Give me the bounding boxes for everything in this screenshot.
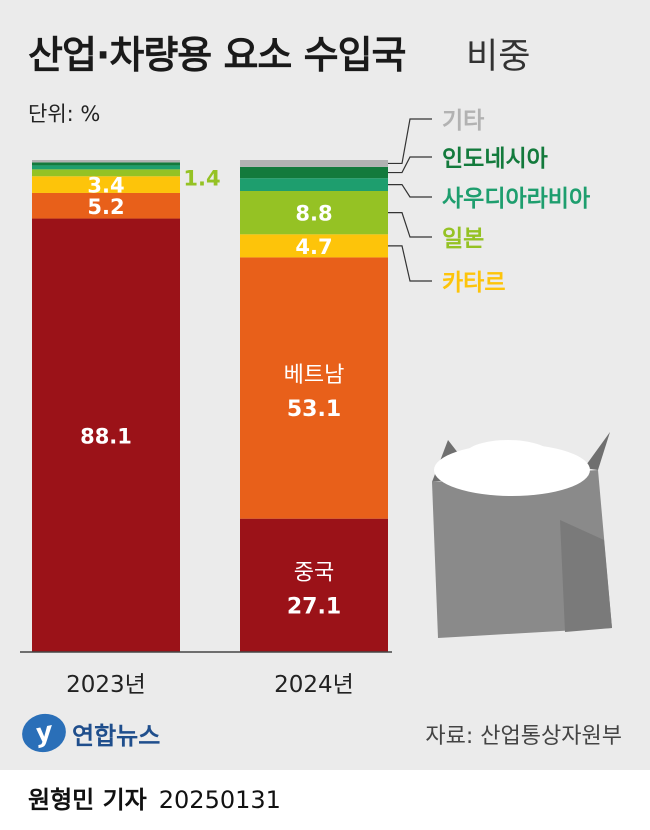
legend-leader-saudi <box>388 184 432 198</box>
bar-segment-japan-0 <box>32 169 180 177</box>
urea-pile-top-icon <box>464 440 552 472</box>
urea-sack-illustration <box>432 432 612 638</box>
bar-value-label-7: 8.8 <box>295 202 332 226</box>
legend-leader-japan <box>388 212 432 238</box>
bar-segment-china-1 <box>240 518 388 652</box>
source-note: 자료: 산업통상자원부 <box>425 724 622 749</box>
bar-segment-qatar-0 <box>32 176 180 193</box>
bar-segment-saudi-1 <box>240 178 388 191</box>
chart-title: 산업·차량용 요소 수입국 <box>28 33 406 77</box>
credit-line: 원형민 기자 20250131 <box>28 780 281 815</box>
bar-segment-japan-1 <box>240 190 388 235</box>
legend-label-indonesia: 인도네시아 <box>442 146 548 172</box>
stacked-bar-chart: 88.1 5.23.4 1.4 중국 27.1 베트남 53.1 4.7 8.8 기타인도네시아… <box>20 108 612 698</box>
bar-labels-group: 88.1 5.23.4 1.4 중국 27.1 베트남 53.1 4.7 8.8 <box>80 166 344 619</box>
x-tick-label-0: 2023년 <box>66 672 146 698</box>
bar-value-label-3: 1.4 <box>183 166 220 190</box>
bars-group <box>32 160 388 652</box>
legend-label-japan: 일본 <box>442 226 484 252</box>
bar-series-label-4: 중국 <box>294 560 334 585</box>
bar-value-label-5: 53.1 <box>287 397 341 422</box>
bar-value-label-0: 88.1 <box>80 424 132 448</box>
chart-title-suffix: 비중 <box>466 37 531 77</box>
footer-strip <box>0 770 650 830</box>
credit-date: 20250131 <box>158 786 281 814</box>
unit-label: 단위: % <box>28 102 101 126</box>
legend-label-saudi: 사우디아라비아 <box>442 186 590 212</box>
sack-fold-right-icon <box>584 432 610 470</box>
bar-value-label-2: 3.4 <box>87 174 124 198</box>
bar-value-label-6: 4.7 <box>295 235 332 259</box>
sack-shade-icon <box>560 520 612 632</box>
bar-segment-china-0 <box>32 218 180 652</box>
legend-leader-other <box>388 118 432 165</box>
bar-segment-vietnam-1 <box>240 257 388 519</box>
bar-value-label-1: 5.2 <box>87 195 124 219</box>
bar-segment-saudi-0 <box>32 165 180 170</box>
credit-author: 원형민 기자 <box>28 786 147 814</box>
x-axis-group: 2023년 2024년 <box>20 651 392 698</box>
legend-leader-qatar <box>388 245 432 282</box>
legend-label-other: 기타 <box>442 108 484 134</box>
yonhap-logo-icon: y <box>18 709 70 757</box>
bar-series-label-5: 베트남 <box>284 363 345 388</box>
bar-segment-indonesia-1 <box>240 166 388 179</box>
legend-leader-indonesia <box>388 156 432 174</box>
bar-segment-other-1 <box>240 160 388 167</box>
bar-value-label-4: 27.1 <box>287 594 341 619</box>
bar-segment-other-0 <box>32 160 180 163</box>
yonhap-logo: y 연합뉴스 <box>18 709 161 757</box>
x-tick-label-1: 2024년 <box>274 672 354 698</box>
legend-label-qatar: 카타르 <box>442 270 505 296</box>
bar-segment-qatar-1 <box>240 234 388 258</box>
bar-segment-vietnam-0 <box>32 192 180 219</box>
bar-segment-indonesia-0 <box>32 162 180 166</box>
yonhap-logo-text: 연합뉴스 <box>72 721 161 750</box>
